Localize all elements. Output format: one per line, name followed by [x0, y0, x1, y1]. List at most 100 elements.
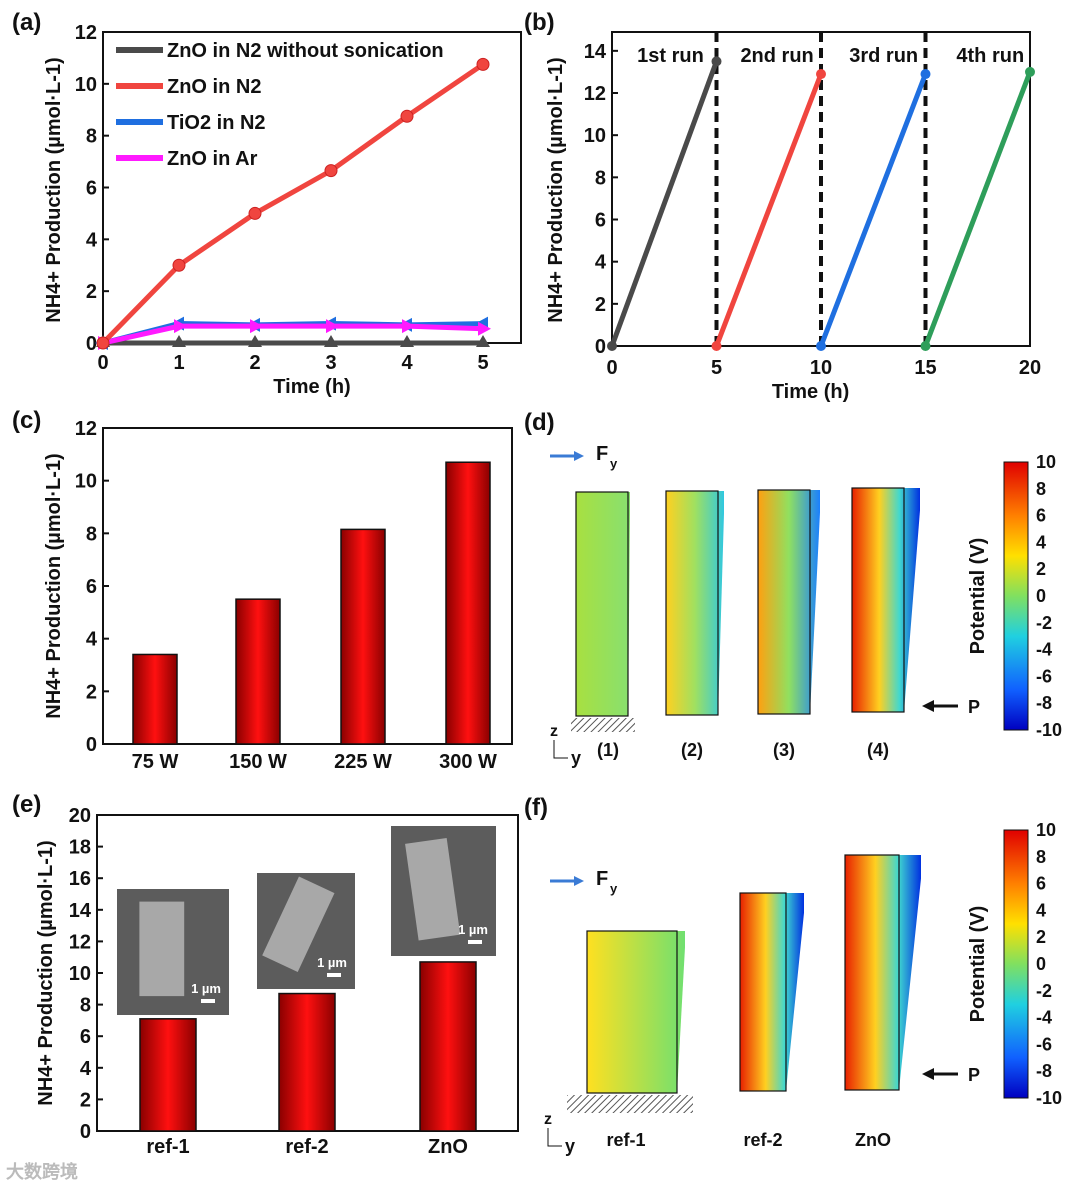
deformed-beam — [845, 855, 921, 1090]
run-label: 1st run — [637, 45, 704, 67]
data-point — [1025, 66, 1035, 77]
deformed-beam — [740, 893, 804, 1091]
colorbar-tick-label: 6 — [1036, 506, 1046, 526]
y-tick-label: 6 — [86, 576, 97, 598]
panel-label: (e) — [12, 791, 41, 818]
bar — [278, 992, 336, 1132]
x-axis-label: Time (h) — [273, 376, 350, 398]
colorbar — [1003, 829, 1029, 1099]
panel-label-f: (f) — [524, 794, 548, 821]
colorbar-title: Potential (V) — [967, 906, 989, 1023]
scale-bar — [201, 999, 215, 1003]
sem-crystal — [262, 876, 335, 972]
deformed-beam — [852, 488, 920, 712]
run-label: 2nd run — [740, 45, 813, 67]
data-point — [326, 319, 339, 334]
x-tick-label: ZnO — [428, 1136, 468, 1158]
colorbar-tick-label: 4 — [1036, 532, 1046, 552]
pressure-label: P — [968, 697, 980, 717]
axis-indicator-icon — [553, 740, 568, 759]
beam-outline — [575, 491, 629, 717]
y-tick-label: 10 — [75, 471, 97, 493]
y-tick-label: 0 — [86, 333, 97, 355]
axis-indicator-icon — [547, 1128, 562, 1147]
bar — [340, 528, 386, 745]
y-tick-label: 6 — [80, 1026, 91, 1048]
series-line-1 — [714, 73, 824, 347]
y-tick-label: 12 — [69, 931, 91, 953]
y-tick-label: 2 — [595, 294, 606, 316]
y-axis-label: NH4+ Production (µmol·L-1) — [35, 840, 57, 1105]
scale-bar — [327, 973, 341, 977]
series-line-3 — [923, 71, 1033, 347]
colorbar-tick-label: 8 — [1036, 479, 1046, 499]
beam-label: ZnO — [855, 1130, 891, 1150]
colorbar-tick-label: 10 — [1036, 452, 1056, 472]
y-tick-label: 18 — [69, 837, 91, 859]
y-tick-label: 12 — [584, 83, 606, 105]
x-tick-label: 0 — [606, 357, 617, 379]
data-point — [607, 341, 617, 351]
colorbar-tick-label: 10 — [1036, 820, 1056, 840]
data-point — [920, 69, 931, 80]
colorbar-tick-label: 8 — [1036, 847, 1046, 867]
legend-label: ZnO in Ar — [167, 148, 258, 170]
axis-y-label: y — [565, 1136, 575, 1156]
deformed-beam — [666, 491, 724, 715]
y-tick-label: 4 — [86, 229, 98, 251]
axis-z-label: z — [544, 1111, 552, 1128]
colorbar-tick-label: -8 — [1036, 1061, 1052, 1081]
bar — [445, 461, 491, 745]
series-line-3 — [102, 323, 484, 346]
data-point — [476, 57, 490, 71]
data-point — [402, 319, 415, 334]
force-label: F — [596, 443, 608, 465]
y-tick-label: 4 — [86, 629, 98, 651]
y-tick-label: 16 — [69, 868, 91, 890]
y-tick-label: 2 — [86, 281, 97, 303]
data-point — [478, 321, 491, 336]
data-point — [174, 319, 187, 334]
panel-label-d: (d) — [524, 409, 555, 436]
scale-bar-label: 1 µm — [191, 981, 221, 996]
y-tick-label: 12 — [75, 418, 97, 440]
data-point — [324, 164, 338, 178]
beam-outline — [757, 489, 811, 715]
pressure-arrow-head-icon — [922, 1068, 934, 1080]
x-tick-label: 225 W — [334, 751, 392, 773]
data-point — [711, 56, 722, 67]
beam-label: (2) — [681, 740, 703, 760]
force-arrow-head-icon — [574, 876, 584, 886]
data-point — [96, 336, 110, 350]
force-subscript: y — [610, 881, 618, 896]
data-point — [400, 109, 414, 123]
panel-label-b: (b) — [524, 9, 555, 36]
fixed-support — [567, 1095, 693, 1113]
y-tick-label: 6 — [595, 210, 606, 232]
data-point — [476, 335, 490, 347]
legend-label: ZnO in N2 without sonication — [167, 40, 444, 62]
y-tick-label: 0 — [86, 734, 97, 756]
data-point — [400, 335, 414, 347]
colorbar-title: Potential (V) — [967, 538, 989, 655]
x-tick-label: 150 W — [229, 751, 287, 773]
x-tick-label: 2 — [249, 352, 260, 374]
data-point — [816, 69, 826, 80]
beam-outline — [739, 892, 787, 1092]
y-tick-label: 6 — [86, 178, 97, 200]
pressure-arrow-head-icon — [922, 700, 934, 712]
x-tick-label: 4 — [401, 352, 413, 374]
beam-label: (1) — [597, 740, 619, 760]
beam-outline — [586, 930, 678, 1094]
bar — [235, 598, 281, 745]
colorbar-tick-label: -10 — [1036, 720, 1062, 740]
run-label: 4th run — [956, 45, 1024, 67]
x-tick-label: 15 — [914, 357, 936, 379]
y-tick-label: 2 — [86, 681, 97, 703]
beam-outline — [665, 490, 719, 716]
colorbar-tick-label: 6 — [1036, 874, 1046, 894]
watermark: 大数跨境 — [6, 1161, 78, 1182]
x-tick-label: 10 — [810, 357, 832, 379]
fixed-support — [571, 718, 635, 732]
